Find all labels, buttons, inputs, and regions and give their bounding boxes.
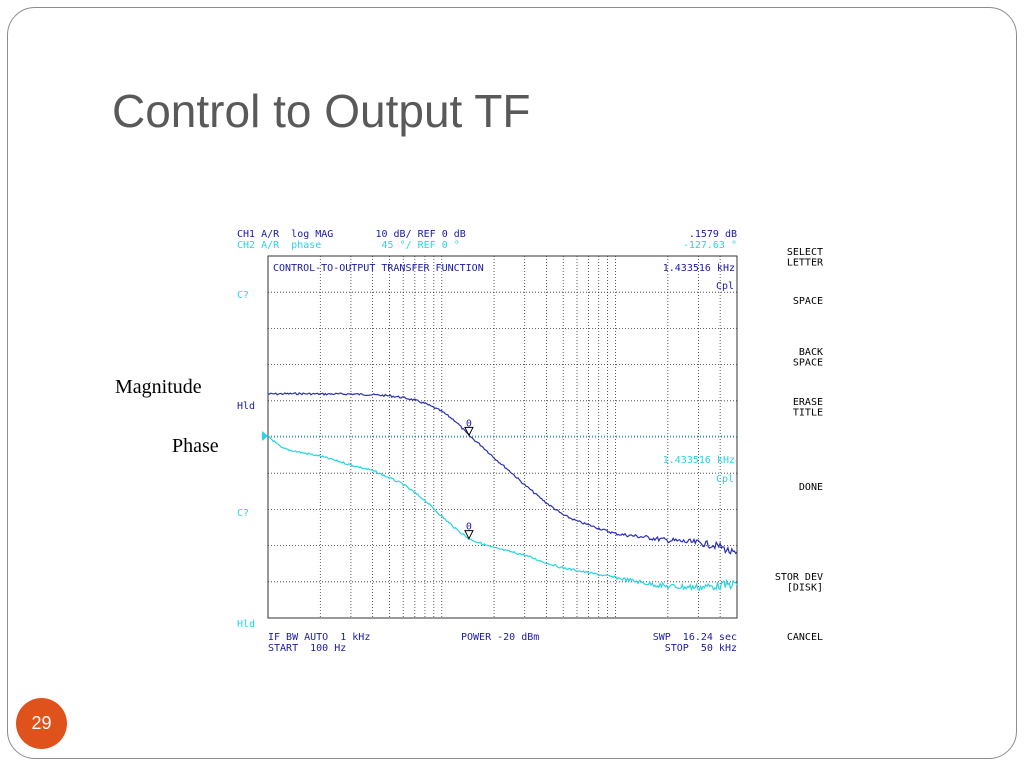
- softkey-label: SELECT: [787, 247, 823, 258]
- softkey-label: STOR DEV: [775, 572, 823, 583]
- ch1-marker-frequency: 1.433516 kHz: [663, 263, 735, 274]
- marker-triangle-icon: [464, 530, 474, 540]
- ch2-hold-label: Hld: [237, 619, 255, 630]
- ch1-marker-value: .1579 dB: [689, 229, 737, 240]
- softkey-space[interactable]: SPACE: [793, 296, 823, 307]
- phase-label: Phase: [172, 435, 219, 457]
- sweep-time: SWP 16.24 sec: [653, 632, 737, 643]
- slide-title: Control to Output TF: [112, 85, 531, 137]
- ch2-header: CH2 A/R phase 45 °/ REF 0 °: [237, 240, 460, 251]
- ch1-coupled-label: Cpl: [716, 281, 734, 292]
- softkey-menu: SELECTLETTERSPACEBACKSPACEERASETITLEDONE…: [775, 247, 824, 643]
- softkey-label: SPACE: [793, 296, 823, 307]
- magnitude-trace: [267, 392, 738, 555]
- softkey-stor-dev-disk[interactable]: STOR DEV[DISK]: [775, 572, 823, 594]
- phase-marker-label: 0: [466, 522, 472, 533]
- softkey-cancel[interactable]: CANCEL: [787, 632, 823, 643]
- if-bandwidth: IF BW AUTO 1 kHz: [268, 632, 370, 643]
- source-power: POWER -20 dBm: [461, 632, 539, 643]
- magnitude-marker-label: 0: [466, 418, 472, 429]
- ch1-status-label: C?: [237, 290, 249, 301]
- softkey-label: CANCEL: [787, 632, 823, 643]
- softkey-label: SPACE: [793, 358, 823, 369]
- ch2-marker-frequency: 1.433516 kHz: [663, 455, 735, 466]
- softkey-label: ERASE: [793, 397, 823, 408]
- plot-title: CONTROL-TO-OUTPUT TRANSFER FUNCTION: [273, 263, 484, 274]
- phase-trace: [267, 435, 738, 592]
- plot-grid: [268, 256, 737, 618]
- softkey-label: TITLE: [793, 408, 823, 419]
- ch2-status-label: C?: [237, 508, 249, 519]
- softkey-done[interactable]: DONE: [799, 482, 823, 493]
- magnitude-label: Magnitude: [115, 376, 202, 398]
- stop-frequency: STOP 50 kHz: [665, 643, 737, 654]
- phase-marker: 0: [464, 522, 474, 540]
- ch1-hold-label: Hld: [237, 401, 255, 412]
- ch2-coupled-label: Cpl: [716, 474, 734, 485]
- magnitude-marker: 0: [464, 418, 474, 437]
- page-number-badge: 29: [16, 698, 67, 749]
- ch2-marker-value: -127.63 °: [683, 240, 737, 251]
- marker-triangle-icon: [464, 426, 474, 437]
- softkey-label: DONE: [799, 482, 823, 493]
- softkey-label: [DISK]: [787, 583, 823, 594]
- reference-pointer-icon: [262, 431, 268, 441]
- start-frequency: START 100 Hz: [268, 643, 346, 654]
- softkey-label: BACK: [799, 347, 823, 358]
- ch1-header: CH1 A/R log MAG 10 dB/ REF 0 dB: [237, 229, 466, 240]
- softkey-label: LETTER: [787, 258, 824, 269]
- slide-frame: [7, 7, 1017, 759]
